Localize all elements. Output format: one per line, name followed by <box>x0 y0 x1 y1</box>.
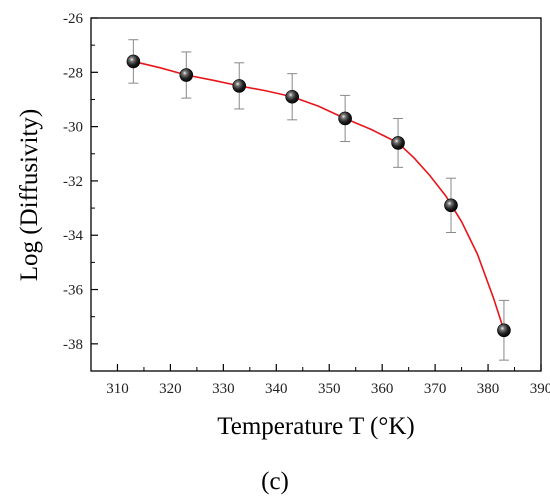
x-axis-title: Temperature T (°K) <box>217 413 415 440</box>
panel-label: (c) <box>261 468 289 495</box>
data-point <box>285 89 299 104</box>
data-point <box>179 68 194 82</box>
y-tick-label: -28 <box>63 65 83 81</box>
data-point <box>497 323 511 338</box>
x-tick-label: 310 <box>106 381 129 397</box>
y-tick-label: -36 <box>63 283 83 299</box>
fit-curve <box>133 60 505 331</box>
x-tick-label: 330 <box>212 381 235 397</box>
y-tick-label: -30 <box>63 120 83 136</box>
x-tick-label: 360 <box>371 381 394 397</box>
data-point <box>338 111 352 126</box>
x-tick-label: 370 <box>424 381 447 397</box>
y-tick-label: -34 <box>63 228 83 244</box>
y-tick-label: -32 <box>63 174 83 190</box>
y-tick-label: -26 <box>63 11 83 27</box>
data-point <box>444 198 458 213</box>
x-tick-label: 320 <box>159 381 182 397</box>
data-point <box>391 136 405 150</box>
data-point <box>126 54 141 69</box>
y-axis-title: Log (Diffusivity) <box>16 109 43 281</box>
y-tick-label: -38 <box>63 337 83 353</box>
plot-area <box>90 17 542 372</box>
x-tick-label: 390 <box>530 381 550 397</box>
y-axis-ticks: -38 -36 -34 -32 -30 -28 -26 <box>63 11 98 372</box>
x-tick-label: 340 <box>265 381 288 397</box>
x-tick-label: 380 <box>477 381 500 397</box>
data-point <box>232 79 247 93</box>
data-points <box>126 54 511 338</box>
x-tick-label: 350 <box>318 381 341 397</box>
x-axis-ticks: 310 320 330 340 350 360 370 380 390 <box>90 364 550 397</box>
